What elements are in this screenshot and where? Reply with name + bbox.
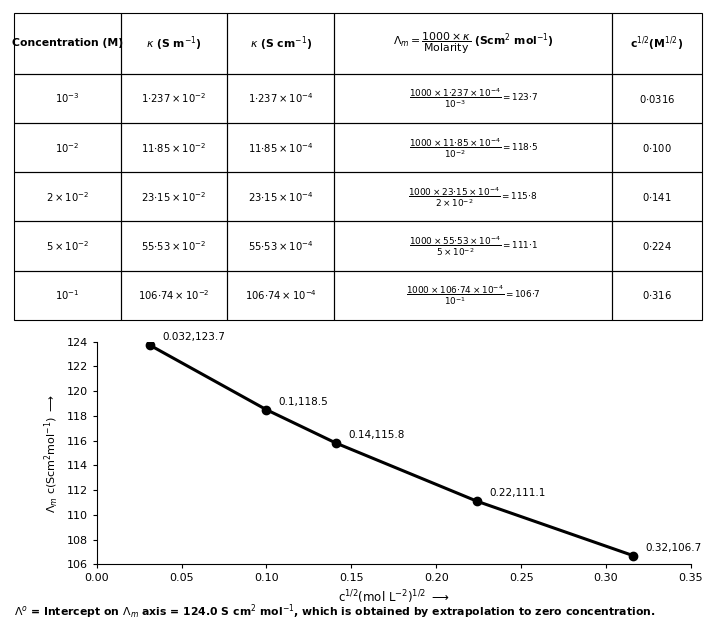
- Bar: [228, 221, 334, 271]
- Bar: [121, 74, 228, 123]
- Text: c$^{1/2}$(M$^{1/2}$): c$^{1/2}$(M$^{1/2}$): [631, 34, 684, 53]
- Bar: [14, 271, 121, 320]
- Text: 0.14,115.8: 0.14,115.8: [348, 430, 405, 440]
- Bar: [612, 74, 702, 123]
- Text: $23{\cdot}15 \times 10^{-2}$: $23{\cdot}15 \times 10^{-2}$: [142, 190, 207, 204]
- Text: 0.1,118.5: 0.1,118.5: [279, 397, 328, 407]
- Bar: [612, 271, 702, 320]
- Text: $\dfrac{1000\times11{\cdot}85\times10^{-4}}{10^{-2}}=118{\cdot}5$: $\dfrac{1000\times11{\cdot}85\times10^{-…: [409, 136, 538, 159]
- Text: $\kappa$ (S cm$^{-1}$): $\kappa$ (S cm$^{-1}$): [250, 34, 311, 53]
- Bar: [121, 123, 228, 172]
- Text: 0${\cdot}$100: 0${\cdot}$100: [642, 142, 672, 154]
- Bar: [14, 13, 121, 74]
- Text: 0${\cdot}$316: 0${\cdot}$316: [642, 289, 672, 301]
- Text: $2 \times 10^{-2}$: $2 \times 10^{-2}$: [46, 190, 89, 204]
- Text: $\kappa$ (S m$^{-1}$): $\kappa$ (S m$^{-1}$): [146, 34, 202, 53]
- Bar: [334, 221, 612, 271]
- Text: $\Lambda_m = \dfrac{1000\times\kappa}{\mathrm{Molarity}}$ (Scm$^2$ mol$^{-1}$): $\Lambda_m = \dfrac{1000\times\kappa}{\m…: [392, 31, 553, 56]
- Text: $\dfrac{1000\times55{\cdot}53\times10^{-4}}{5\times10^{-2}}=111{\cdot}1$: $\dfrac{1000\times55{\cdot}53\times10^{-…: [409, 234, 538, 258]
- Bar: [612, 123, 702, 172]
- Text: 0.32,106.7: 0.32,106.7: [645, 542, 702, 552]
- Text: $\Lambda^o$ = Intercept on $\Lambda_m$ axis = 124.0 S cm$^2$ mol$^{-1}$, which i: $\Lambda^o$ = Intercept on $\Lambda_m$ a…: [14, 602, 656, 621]
- Bar: [612, 221, 702, 271]
- Text: 0${\cdot}$141: 0${\cdot}$141: [642, 191, 672, 203]
- Bar: [228, 13, 334, 74]
- Bar: [334, 74, 612, 123]
- Text: $10^{-1}$: $10^{-1}$: [55, 288, 80, 302]
- Text: $23{\cdot}15 \times 10^{-4}$: $23{\cdot}15 \times 10^{-4}$: [248, 190, 314, 204]
- Text: $10^{-3}$: $10^{-3}$: [55, 92, 80, 105]
- Y-axis label: $\Lambda_m$ c(Scm$^2$mol$^{-1}$) $\longrightarrow$: $\Lambda_m$ c(Scm$^2$mol$^{-1}$) $\longr…: [43, 394, 61, 512]
- Bar: [228, 172, 334, 221]
- Text: $106{\cdot}74 \times 10^{-4}$: $106{\cdot}74 \times 10^{-4}$: [245, 288, 316, 302]
- Text: $11{\cdot}85 \times 10^{-4}$: $11{\cdot}85 \times 10^{-4}$: [248, 141, 314, 155]
- Bar: [121, 271, 228, 320]
- Bar: [228, 74, 334, 123]
- Bar: [14, 172, 121, 221]
- Bar: [14, 221, 121, 271]
- Text: $10^{-2}$: $10^{-2}$: [55, 141, 79, 155]
- Bar: [334, 13, 612, 74]
- Bar: [612, 13, 702, 74]
- Text: 0${\cdot}$0316: 0${\cdot}$0316: [639, 93, 675, 105]
- X-axis label: c$^{1/2}$(mol L$^{-2}$)$^{1/2}$ $\longrightarrow$: c$^{1/2}$(mol L$^{-2}$)$^{1/2}$ $\longri…: [338, 589, 450, 606]
- Text: $1{\cdot}237 \times 10^{-2}$: $1{\cdot}237 \times 10^{-2}$: [142, 92, 207, 105]
- Bar: [121, 221, 228, 271]
- Text: $\dfrac{1000\times1{\cdot}237\times10^{-4}}{10^{-3}}=123{\cdot}7$: $\dfrac{1000\times1{\cdot}237\times10^{-…: [409, 87, 538, 110]
- Bar: [14, 123, 121, 172]
- Text: 0.22,111.1: 0.22,111.1: [489, 488, 546, 498]
- Bar: [121, 172, 228, 221]
- Bar: [14, 74, 121, 123]
- Bar: [121, 13, 228, 74]
- Text: $5 \times 10^{-2}$: $5 \times 10^{-2}$: [46, 239, 89, 253]
- Text: $\dfrac{1000\times23{\cdot}15\times10^{-4}}{2\times10^{-2}}=115{\cdot}8$: $\dfrac{1000\times23{\cdot}15\times10^{-…: [408, 185, 538, 209]
- Text: $55{\cdot}53 \times 10^{-4}$: $55{\cdot}53 \times 10^{-4}$: [248, 239, 314, 253]
- Bar: [334, 271, 612, 320]
- Bar: [228, 271, 334, 320]
- Text: Concentration (M): Concentration (M): [12, 38, 123, 48]
- Bar: [228, 123, 334, 172]
- Text: $11{\cdot}85 \times 10^{-2}$: $11{\cdot}85 \times 10^{-2}$: [142, 141, 207, 155]
- Bar: [612, 172, 702, 221]
- Bar: [334, 123, 612, 172]
- Text: 0${\cdot}$224: 0${\cdot}$224: [642, 240, 672, 252]
- Text: $1{\cdot}237 \times 10^{-4}$: $1{\cdot}237 \times 10^{-4}$: [248, 92, 314, 105]
- Text: $55{\cdot}53 \times 10^{-2}$: $55{\cdot}53 \times 10^{-2}$: [142, 239, 207, 253]
- Text: $106{\cdot}74 \times 10^{-2}$: $106{\cdot}74 \times 10^{-2}$: [138, 288, 210, 302]
- Text: $\dfrac{1000\times106{\cdot}74\times10^{-4}}{10^{-1}}=106{\cdot}7$: $\dfrac{1000\times106{\cdot}74\times10^{…: [406, 283, 541, 307]
- Bar: [334, 172, 612, 221]
- Text: 0.032,123.7: 0.032,123.7: [163, 332, 225, 342]
